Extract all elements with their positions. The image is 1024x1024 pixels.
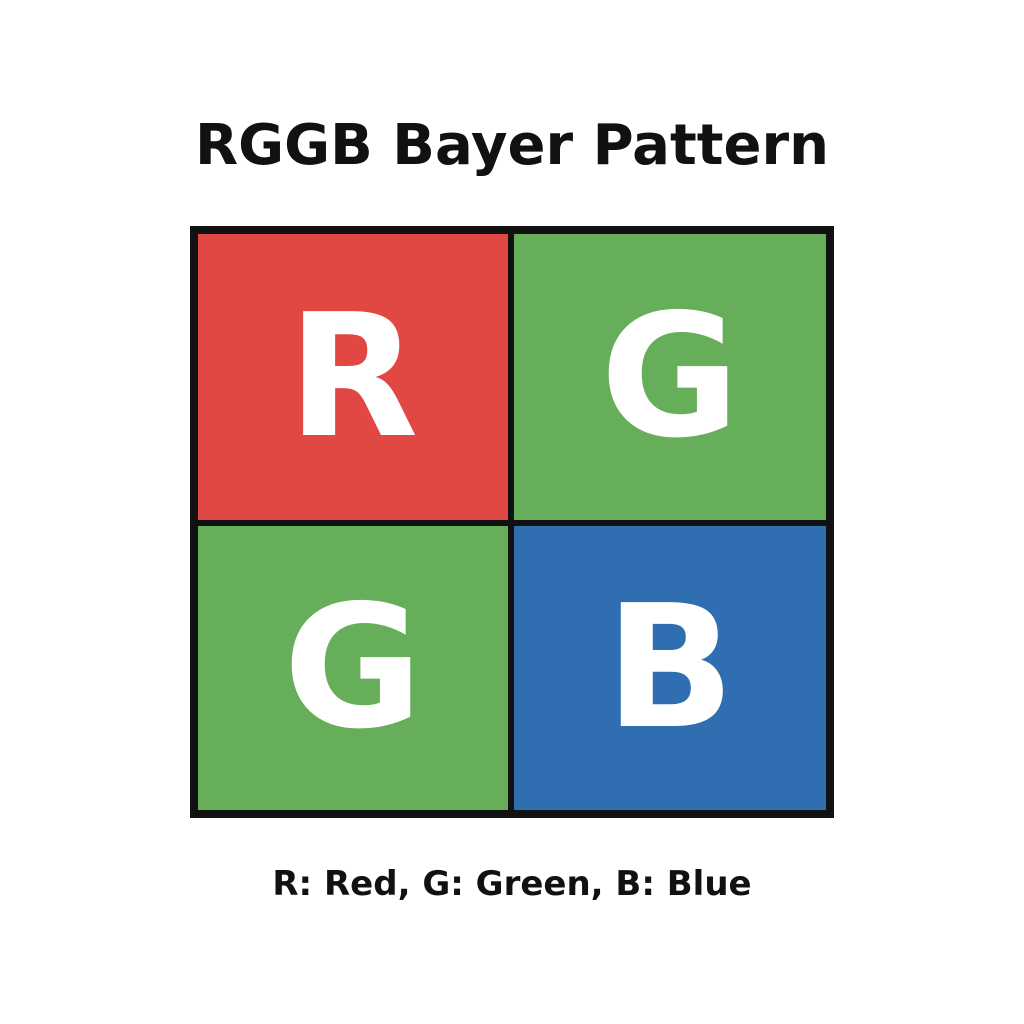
- cell-green-top-right: G: [514, 234, 826, 520]
- cell-blue-bottom-right: B: [514, 520, 826, 810]
- bayer-grid: R G G B: [190, 226, 834, 818]
- cell-green-bottom-left: G: [198, 520, 508, 810]
- legend-caption: R: Red, G: Green, B: Blue: [0, 862, 1024, 906]
- cell-red-top-left: R: [198, 234, 508, 520]
- diagram-title: RGGB Bayer Pattern: [0, 110, 1024, 182]
